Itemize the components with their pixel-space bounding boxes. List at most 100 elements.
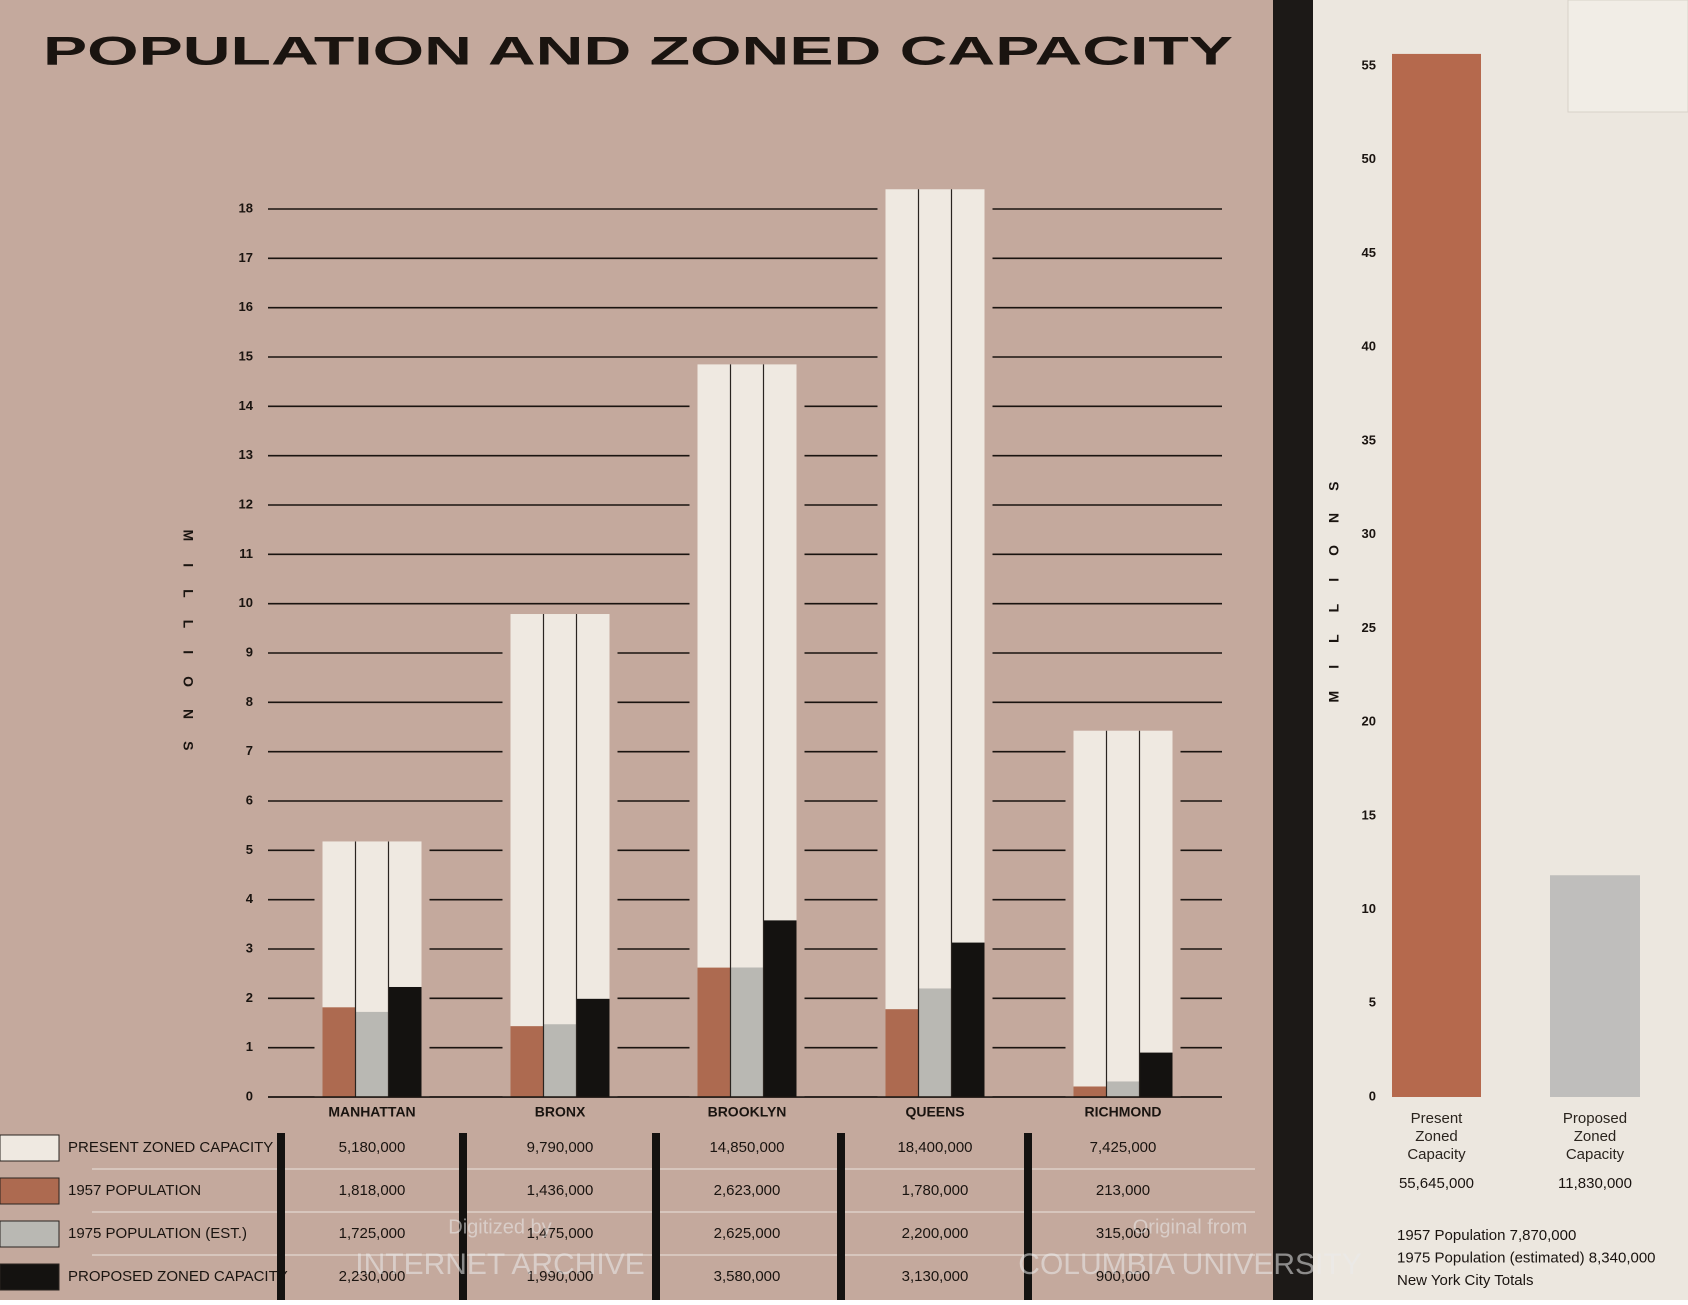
y-tick-label: 50 <box>1362 151 1376 166</box>
y-tick-label: 10 <box>1362 901 1376 916</box>
value-label: 7,425,000 <box>1090 1139 1157 1156</box>
y-axis-label: MILLIONS <box>180 530 196 773</box>
value-label: 9,790,000 <box>527 1139 594 1156</box>
watermark: INTERNET ARCHIVE <box>355 1248 645 1281</box>
value-label: 2,230,000 <box>339 1268 406 1285</box>
bar <box>388 986 422 1097</box>
y-axis-label: MILLIONS <box>1326 460 1342 703</box>
note: 1957 Population 7,870,000 <box>1397 1227 1576 1244</box>
value-label: 1,725,000 <box>339 1225 406 1242</box>
legend-label: 1957 POPULATION <box>68 1182 201 1199</box>
x-tick-label-box: Present Zoned Capacity <box>1407 1110 1466 1163</box>
bar <box>885 1009 919 1097</box>
watermark: COLUMBIA UNIVERSITY <box>1018 1248 1361 1281</box>
legend-swatch <box>0 1263 60 1291</box>
y-tick-label: 13 <box>239 447 253 462</box>
value-label: 14,850,000 <box>709 1139 784 1156</box>
value-label: 5,180,000 <box>339 1139 406 1156</box>
bar <box>1106 1081 1140 1097</box>
divider <box>1273 0 1313 1300</box>
value-label: 3,580,000 <box>714 1268 781 1285</box>
y-tick-label: 0 <box>1369 1088 1376 1103</box>
bar <box>355 1011 389 1097</box>
bar <box>918 988 952 1097</box>
x-tick-label: BROOKLYN <box>708 1104 787 1120</box>
x-tick-label: RICHMOND <box>1085 1104 1162 1120</box>
y-tick-label: 5 <box>246 842 253 857</box>
y-tick-label: 18 <box>239 200 253 215</box>
column-rule <box>1024 1133 1032 1300</box>
value-label: 55,645,000 <box>1399 1175 1474 1192</box>
y-tick-label: 45 <box>1362 245 1376 260</box>
bar <box>1139 1052 1173 1097</box>
paper-corner <box>1567 0 1688 113</box>
y-tick-label: 1 <box>246 1039 253 1054</box>
x-tick-label: MANHATTAN <box>328 1104 415 1120</box>
bar <box>1073 1086 1107 1097</box>
bar <box>763 920 797 1097</box>
y-tick-label: 55 <box>1362 57 1376 72</box>
column-rule <box>459 1133 467 1300</box>
value-label: 315,000 <box>1096 1225 1150 1242</box>
bar <box>730 967 764 1097</box>
y-tick-label: 40 <box>1362 339 1376 354</box>
right-panel <box>1313 0 1688 1300</box>
value-label: 2,623,000 <box>714 1182 781 1199</box>
y-tick-label: 17 <box>239 250 253 265</box>
y-tick-label: 3 <box>246 940 253 955</box>
value-label: 1,436,000 <box>527 1182 594 1199</box>
y-tick-label: 11 <box>239 546 253 561</box>
watermark: Original from <box>1133 1216 1247 1238</box>
value-label: 1,475,000 <box>527 1225 594 1242</box>
bar <box>1550 875 1640 1097</box>
column-rule <box>277 1133 285 1300</box>
y-tick-label: 14 <box>239 398 254 413</box>
watermark: Digitized by <box>448 1216 551 1238</box>
legend-swatch <box>0 1134 60 1162</box>
x-tick-label: Proposed Zoned Capacity <box>1562 1110 1628 1163</box>
y-tick-label: 0 <box>246 1088 253 1103</box>
y-tick-label: 2 <box>246 990 253 1005</box>
y-tick-label: 12 <box>239 496 253 511</box>
value-label: 213,000 <box>1096 1182 1150 1199</box>
chart-title: POPULATION AND ZONED CAPACITY <box>43 30 1234 74</box>
y-tick-label: 6 <box>246 792 253 807</box>
bar <box>697 967 731 1097</box>
value-label: 1,818,000 <box>339 1182 406 1199</box>
y-tick-label: 5 <box>1369 995 1376 1010</box>
y-tick-label: 16 <box>239 299 253 314</box>
x-tick-label: BRONX <box>535 1104 586 1120</box>
legend-swatch <box>0 1220 60 1248</box>
note: New York City Totals <box>1397 1272 1533 1289</box>
value-label: 900,000 <box>1096 1268 1150 1285</box>
value-label: 1,780,000 <box>902 1182 969 1199</box>
x-tick-label: QUEENS <box>905 1104 964 1120</box>
y-tick-label: 10 <box>239 595 253 610</box>
x-tick-label-box: Proposed Zoned Capacity <box>1562 1110 1628 1163</box>
y-tick-label: 4 <box>246 891 254 906</box>
bar <box>951 942 985 1097</box>
y-tick-label: 8 <box>246 694 253 709</box>
value-label: 3,130,000 <box>902 1268 969 1285</box>
y-tick-label: 20 <box>1362 714 1376 729</box>
value-label: 2,200,000 <box>902 1225 969 1242</box>
legend-label: 1975 POPULATION (EST.) <box>68 1225 247 1242</box>
value-label: 18,400,000 <box>897 1139 972 1156</box>
y-tick-label: 15 <box>239 348 253 363</box>
value-label: 2,625,000 <box>714 1225 781 1242</box>
x-tick-label: Present Zoned Capacity <box>1407 1110 1466 1163</box>
column-rule <box>652 1133 660 1300</box>
value-label: 1,990,000 <box>527 1268 594 1285</box>
y-tick-label: 35 <box>1362 432 1376 447</box>
bar <box>576 998 610 1097</box>
y-tick-label: 15 <box>1362 807 1376 822</box>
value-label: 11,830,000 <box>1558 1175 1632 1192</box>
bar <box>322 1007 356 1097</box>
bar <box>510 1026 544 1097</box>
y-tick-label: 7 <box>246 743 253 758</box>
bar <box>1392 53 1481 1098</box>
legend-swatch <box>0 1177 60 1205</box>
column-rule <box>837 1133 845 1300</box>
